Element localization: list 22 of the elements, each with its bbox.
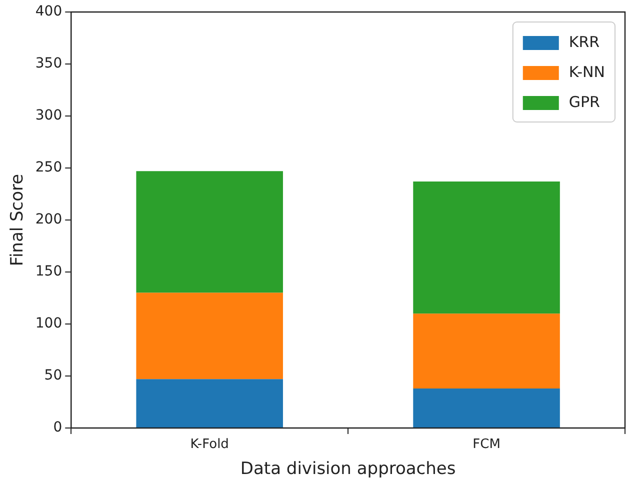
bar xyxy=(413,314,560,388)
bar xyxy=(413,388,560,428)
bar xyxy=(136,171,283,293)
y-tick-label: 100 xyxy=(35,316,62,332)
y-tick-label: 0 xyxy=(53,420,62,436)
y-axis-title: Final Score xyxy=(8,174,28,266)
bar xyxy=(136,379,283,428)
x-tick-label: K-Fold xyxy=(190,437,229,452)
x-axis-title: Data division approaches xyxy=(240,459,456,480)
y-tick-label: 300 xyxy=(35,108,62,124)
y-tick-label: 250 xyxy=(35,160,62,176)
y-tick-label: 50 xyxy=(44,368,62,384)
y-tick-label: 400 xyxy=(35,4,62,20)
legend-label: GPR xyxy=(568,92,600,111)
y-tick-label: 150 xyxy=(35,264,62,280)
legend-label: KRR xyxy=(568,32,600,51)
bar xyxy=(136,292,283,380)
bar xyxy=(413,182,560,314)
y-tick-label: 200 xyxy=(35,212,62,228)
legend-label: K-NN xyxy=(568,62,606,81)
y-tick-label: 350 xyxy=(35,56,62,72)
x-tick-label: FCM xyxy=(472,437,500,452)
